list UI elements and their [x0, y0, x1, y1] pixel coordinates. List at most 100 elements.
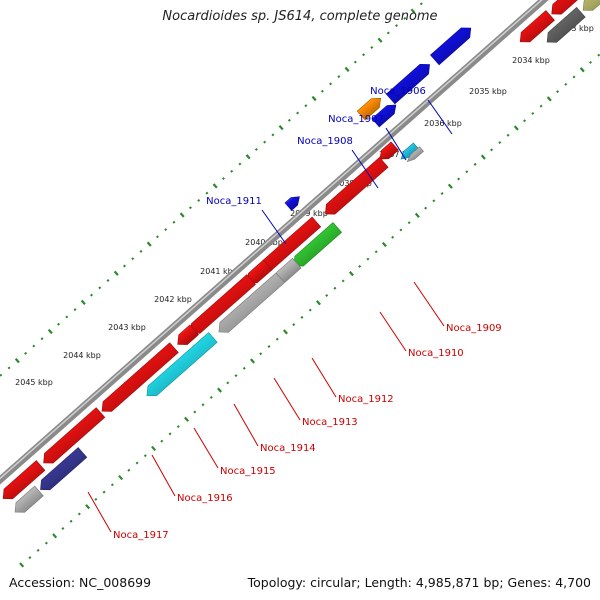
scale-tick-outer: [395, 24, 399, 28]
gene-bar-noca-1906[interactable]: [430, 27, 472, 66]
gene-bar-noca-1917c[interactable]: [2, 460, 46, 500]
scale-ticks: 2033 kbp 2034 kbp 2035 kbp 2036 kbp 2037 kbp…: [0, 2, 600, 568]
gene-bar-dark-grey-right[interactable]: [546, 6, 586, 43]
scale-tick-inner: [217, 387, 223, 393]
gene-label-noca-1916[interactable]: Noca_1916: [177, 493, 233, 504]
scale-tick-inner: [168, 432, 172, 436]
scale-tick-inner: [480, 154, 486, 160]
backbone-highlight: [0, 0, 543, 480]
gene-bar-noca-1915b[interactable]: [177, 324, 199, 345]
scale-tick-outer: [14, 358, 20, 364]
gene-bar-noca-1911[interactable]: [284, 196, 300, 211]
scale-tick-inner: [597, 53, 600, 57]
gene-bar-noca-1917b[interactable]: [43, 407, 106, 464]
scale-tick-label: 2043 kbp: [108, 323, 146, 332]
scale-tick-outer: [287, 118, 291, 122]
scale-tick-outer: [80, 299, 86, 305]
scale-tick-outer: [238, 162, 242, 166]
scale-tick-inner: [589, 60, 592, 64]
scale-tick-inner: [143, 454, 147, 458]
gene-label-noca-1915[interactable]: Noca_1915: [220, 466, 276, 477]
scale-tick-outer: [0, 373, 3, 377]
scale-tick-outer: [263, 140, 267, 144]
gene-bar-olive-right[interactable]: [582, 0, 600, 11]
scale-tick-inner: [226, 381, 230, 385]
gene-label-noca-1906[interactable]: Noca_1906: [370, 86, 426, 97]
scale-tick-outer: [47, 328, 53, 335]
gene-bar-noca-1907b[interactable]: [371, 104, 397, 128]
gene-label-noca-1908[interactable]: Noca_1908: [297, 136, 353, 147]
scale-tick-outer: [403, 16, 407, 20]
scale-tick-outer: [221, 177, 225, 181]
scale-tick-inner: [36, 548, 40, 552]
scale-tick-inner: [151, 445, 157, 452]
gene-label-noca-1907[interactable]: Noca_1907: [328, 114, 384, 125]
scale-tick-outer: [32, 344, 36, 348]
scale-tick-outer: [155, 235, 159, 239]
scale-tick-outer: [113, 270, 119, 276]
gene-bar-noca-1909b[interactable]: [406, 146, 424, 163]
scale-tick-outer: [254, 147, 258, 151]
scale-tick-label: 2037 kbp: [379, 150, 417, 159]
gene-bar-noca-1917[interactable]: [101, 342, 179, 412]
gene-label-noca-1909[interactable]: Noca_1909: [446, 323, 502, 334]
scale-tick-inner: [325, 294, 329, 297]
scale-tick-inner: [267, 344, 271, 348]
gene-bar-noca-1908[interactable]: [356, 97, 382, 121]
scale-tick-inner: [184, 416, 190, 422]
gene-label-noca-1906-leader: [427, 99, 453, 135]
scale-tick-outer: [304, 104, 308, 108]
gene-bar-red-right2[interactable]: [551, 0, 600, 15]
scale-tick-label: 2044 kbp: [63, 351, 101, 360]
scale-tick-inner: [308, 308, 312, 312]
scale-tick-outer: [40, 337, 44, 341]
gene-bar-noca-1907[interactable]: [385, 63, 430, 105]
scale-tick-inner: [432, 199, 436, 203]
scale-tick-outer: [73, 308, 77, 312]
scale-tick-outer: [205, 191, 209, 195]
gene-bar-noca-1910[interactable]: [325, 156, 389, 215]
scale-tick-outer: [172, 220, 176, 224]
scale-tick-outer: [57, 322, 61, 326]
gene-bar-noca-1914[interactable]: [218, 272, 286, 333]
scale-tick-inner: [69, 519, 73, 523]
scale-tick-inner: [473, 162, 477, 166]
scale-tick-inner: [102, 490, 106, 494]
scale-tick-inner: [498, 141, 502, 145]
gene-label-noca-1910[interactable]: Noca_1910: [408, 348, 464, 359]
scale-tick-inner: [193, 410, 197, 414]
scale-tick-outer: [188, 206, 192, 210]
gene-label-noca-1911[interactable]: Noca_1911: [206, 196, 262, 207]
scale-tick-inner: [110, 483, 114, 487]
gene-bar-noca-1916[interactable]: [146, 332, 218, 397]
scale-tick-outer: [65, 315, 69, 319]
gene-bar-grey-left[interactable]: [14, 485, 44, 513]
scale-tick-inner: [424, 206, 428, 210]
gene-label-noca-1912[interactable]: Noca_1912: [338, 394, 394, 405]
scale-tick-inner: [135, 461, 139, 465]
gene-label-noca-1913[interactable]: Noca_1913: [302, 417, 358, 428]
gene-label-noca-1914[interactable]: Noca_1914: [260, 443, 316, 454]
scale-tick-inner: [315, 300, 321, 306]
gene-label-noca-1917[interactable]: Noca_1917: [113, 530, 169, 541]
scale-tick-inner: [490, 148, 494, 152]
scale-tick-inner: [531, 111, 535, 115]
scale-tick-label: 2035 kbp: [469, 87, 507, 96]
scale-tick-inner: [506, 133, 510, 137]
scale-tick-inner: [160, 439, 164, 443]
gene-bar-red-right[interactable]: [519, 10, 555, 43]
scale-tick-outer: [245, 154, 251, 160]
scale-tick-inner: [523, 119, 527, 123]
scale-tick-outer: [386, 31, 390, 35]
scale-tick-outer: [377, 37, 383, 43]
gene-label-noca-1909-leader: [413, 281, 445, 327]
scale-tick-outer: [197, 198, 201, 202]
gene-bar-dark-blue[interactable]: [40, 447, 88, 491]
scale-tick-inner: [572, 75, 576, 79]
scale-tick-inner: [85, 504, 91, 510]
gene-label-noca-1914-leader: [233, 403, 259, 447]
scale-tick-outer: [7, 366, 11, 370]
scale-tick-label: 2045 kbp: [15, 378, 53, 387]
scale-tick-inner: [564, 82, 568, 86]
